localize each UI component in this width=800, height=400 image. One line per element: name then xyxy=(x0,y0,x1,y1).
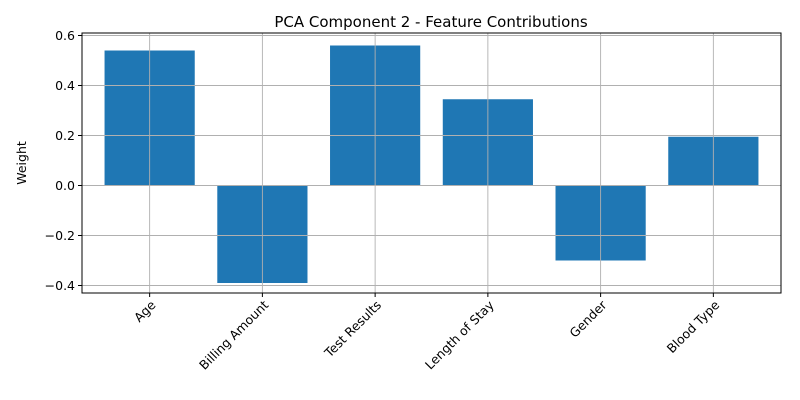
y-tick-label: −0.2 xyxy=(45,228,75,243)
y-axis-label: Weight xyxy=(14,141,29,185)
grid-lines-over xyxy=(82,33,781,293)
y-tick-label: 0.6 xyxy=(55,28,75,43)
x-tick-label: Gender xyxy=(566,297,610,341)
y-tick-label: 0.4 xyxy=(55,78,75,93)
y-tick-label: 0.2 xyxy=(55,128,75,143)
x-tick-label: Length of Stay xyxy=(422,297,497,372)
axis-ticks xyxy=(78,35,714,297)
y-tick-label: −0.4 xyxy=(45,278,75,293)
x-tick-label: Billing Amount xyxy=(196,297,271,372)
x-tick-label: Age xyxy=(131,297,159,325)
y-tick-label: 0.0 xyxy=(55,178,75,193)
x-tick-label: Test Results xyxy=(321,297,384,360)
plot-frame xyxy=(81,32,782,294)
chart-title: PCA Component 2 - Feature Contributions xyxy=(274,13,587,31)
bars xyxy=(104,45,759,283)
x-tick-label: Blood Type xyxy=(664,297,723,356)
